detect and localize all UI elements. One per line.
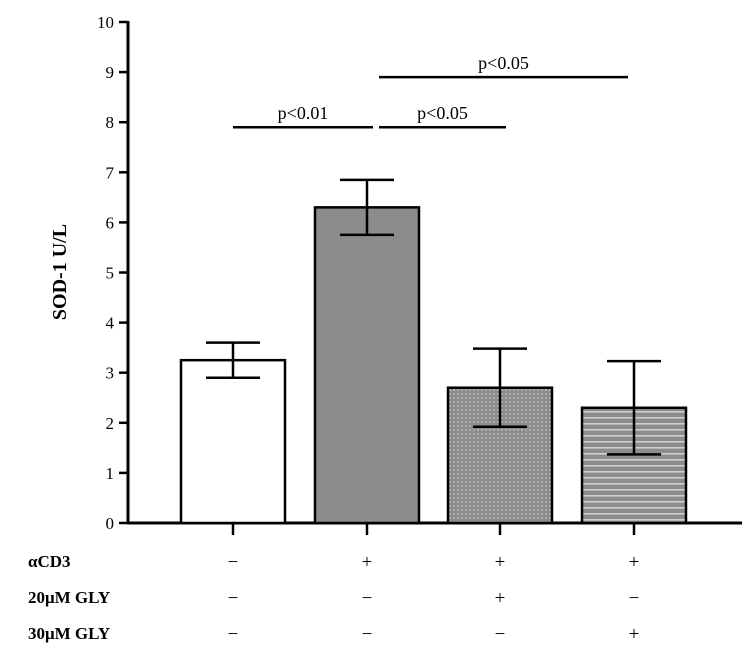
condition-mark: + — [362, 552, 373, 573]
condition-mark: − — [362, 588, 373, 609]
condition-mark: + — [629, 624, 640, 645]
condition-mark: − — [228, 588, 239, 609]
condition-mark: − — [362, 624, 373, 645]
y-tick-label: 9 — [106, 63, 115, 82]
y-tick-label: 10 — [97, 13, 114, 32]
condition-mark: − — [495, 624, 506, 645]
condition-mark: + — [495, 588, 506, 609]
condition-label: αCD3 — [28, 552, 71, 571]
bars — [179, 178, 688, 525]
y-tick-label: 0 — [106, 514, 115, 533]
y-tick-label: 4 — [106, 314, 115, 333]
condition-label: 20μM GLY — [28, 588, 110, 607]
y-tick-label: 5 — [106, 264, 115, 283]
bar — [313, 206, 421, 525]
condition-mark: − — [629, 588, 640, 609]
y-tick-label: 1 — [106, 464, 115, 483]
y-tick-label: 7 — [106, 163, 115, 182]
bar — [179, 358, 287, 525]
significance-label: p<0.05 — [417, 103, 468, 123]
condition-mark: + — [629, 552, 640, 573]
y-tick-label: 6 — [106, 213, 115, 232]
condition-label: 30μM GLY — [28, 624, 110, 643]
significance-brackets: p<0.01 p<0.05 p<0.05 — [233, 53, 628, 129]
condition-mark: + — [495, 552, 506, 573]
significance-label: p<0.05 — [478, 53, 529, 73]
y-tick-label: 8 — [106, 113, 115, 132]
condition-table: αCD3 − + + +20μM GLY − − + − 30μM GLY − − − + — [28, 552, 639, 645]
condition-mark: − — [228, 624, 239, 645]
y-tick-label: 2 — [106, 414, 115, 433]
condition-mark: − — [228, 552, 239, 573]
significance-label: p<0.01 — [278, 103, 329, 123]
y-axis-label: SOD-1 U/L — [49, 224, 71, 320]
y-tick-label: 3 — [106, 364, 115, 383]
